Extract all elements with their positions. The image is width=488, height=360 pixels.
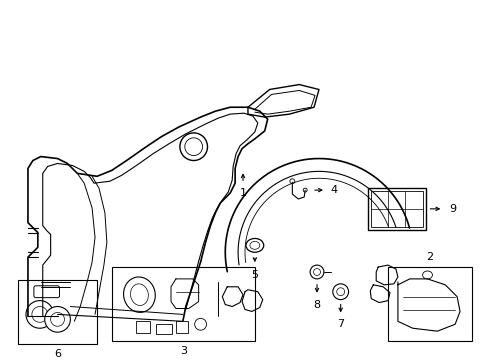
Text: 1: 1 — [239, 188, 246, 198]
Bar — [370, 191, 422, 226]
Circle shape — [289, 179, 294, 184]
FancyBboxPatch shape — [34, 286, 60, 298]
Text: 5: 5 — [251, 270, 258, 280]
Circle shape — [180, 133, 207, 161]
Text: 4: 4 — [329, 185, 337, 195]
Text: 9: 9 — [448, 204, 456, 214]
Circle shape — [332, 284, 348, 300]
Bar — [176, 321, 187, 333]
Bar — [136, 321, 150, 333]
Text: 2: 2 — [426, 252, 433, 262]
Circle shape — [194, 318, 206, 330]
Circle shape — [44, 306, 70, 332]
Ellipse shape — [245, 238, 263, 252]
Bar — [367, 188, 425, 230]
Text: 6: 6 — [54, 349, 61, 359]
Bar — [18, 280, 97, 344]
Bar — [112, 267, 254, 341]
Text: 3: 3 — [180, 346, 186, 356]
Ellipse shape — [309, 265, 323, 279]
Text: 8: 8 — [313, 300, 320, 310]
Circle shape — [26, 301, 54, 328]
Text: 7: 7 — [336, 319, 344, 329]
Bar — [156, 324, 172, 334]
Circle shape — [303, 188, 306, 192]
Bar — [387, 267, 471, 341]
Ellipse shape — [123, 277, 155, 312]
Ellipse shape — [422, 271, 431, 279]
